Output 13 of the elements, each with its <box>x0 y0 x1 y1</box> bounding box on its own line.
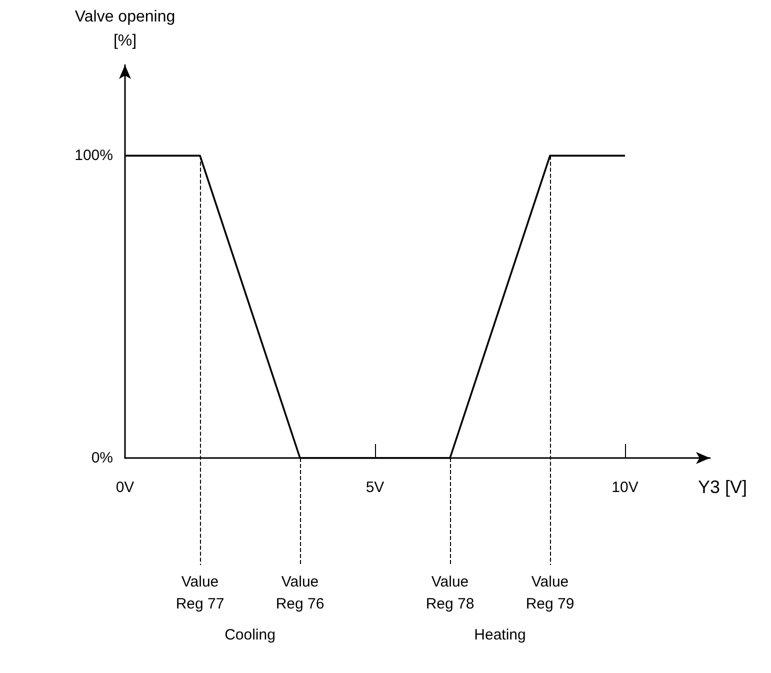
ref-line-label: Value Reg 77 <box>176 574 224 612</box>
text: Cooling <box>224 626 276 644</box>
x-tick-label: 5V <box>366 479 384 496</box>
y-tick-label: 100% <box>74 147 113 164</box>
ref-line-label: Value Reg 79 <box>526 574 574 612</box>
y-tick-label: 0% <box>91 450 113 466</box>
text: Heating <box>474 626 526 644</box>
x-tick-label: 10V <box>612 479 638 496</box>
y-axis-title: Valve opening [%] <box>74 8 176 50</box>
ref-line-label: Value Reg 78 <box>426 574 474 612</box>
ref-line-label: Value Reg 76 <box>276 574 324 612</box>
x-tick-label: 0V <box>116 479 134 496</box>
x-axis-title: Y3 [V] <box>698 477 748 497</box>
